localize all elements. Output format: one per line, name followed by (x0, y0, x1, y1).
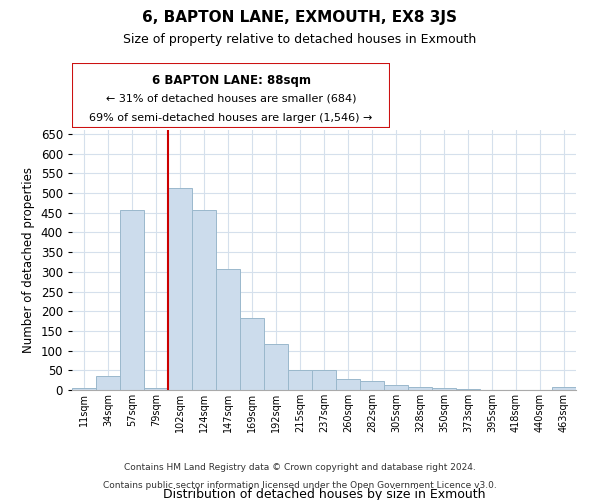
Text: Contains public sector information licensed under the Open Government Licence v3: Contains public sector information licen… (103, 481, 497, 490)
Bar (72, 388, 96, 390)
Bar (360, 382, 384, 390)
Text: 6 BAPTON LANE: 88sqm: 6 BAPTON LANE: 88sqm (151, 74, 311, 87)
Bar (336, 378, 360, 390)
Text: 69% of semi-detached houses are larger (1,546) →: 69% of semi-detached houses are larger (… (89, 113, 373, 123)
Bar (264, 344, 288, 390)
Bar (240, 318, 264, 390)
Bar (552, 387, 576, 390)
Bar (144, 388, 168, 390)
Text: ← 31% of detached houses are smaller (684): ← 31% of detached houses are smaller (68… (106, 94, 356, 104)
Bar (312, 370, 336, 390)
Bar (432, 388, 456, 390)
Text: Size of property relative to detached houses in Exmouth: Size of property relative to detached ho… (124, 32, 476, 46)
Bar (216, 269, 240, 390)
X-axis label: Distribution of detached houses by size in Exmouth: Distribution of detached houses by size … (163, 488, 485, 500)
Bar (120, 210, 144, 390)
FancyBboxPatch shape (72, 62, 390, 128)
Bar (96, 376, 120, 390)
Bar (456, 389, 480, 390)
Bar (192, 210, 216, 390)
Bar (384, 385, 408, 390)
Y-axis label: Number of detached properties: Number of detached properties (22, 167, 35, 353)
Bar (168, 188, 192, 390)
Text: 6, BAPTON LANE, EXMOUTH, EX8 3JS: 6, BAPTON LANE, EXMOUTH, EX8 3JS (143, 10, 458, 25)
Bar (408, 387, 432, 390)
Text: Contains HM Land Registry data © Crown copyright and database right 2024.: Contains HM Land Registry data © Crown c… (124, 464, 476, 472)
Bar (288, 370, 312, 390)
